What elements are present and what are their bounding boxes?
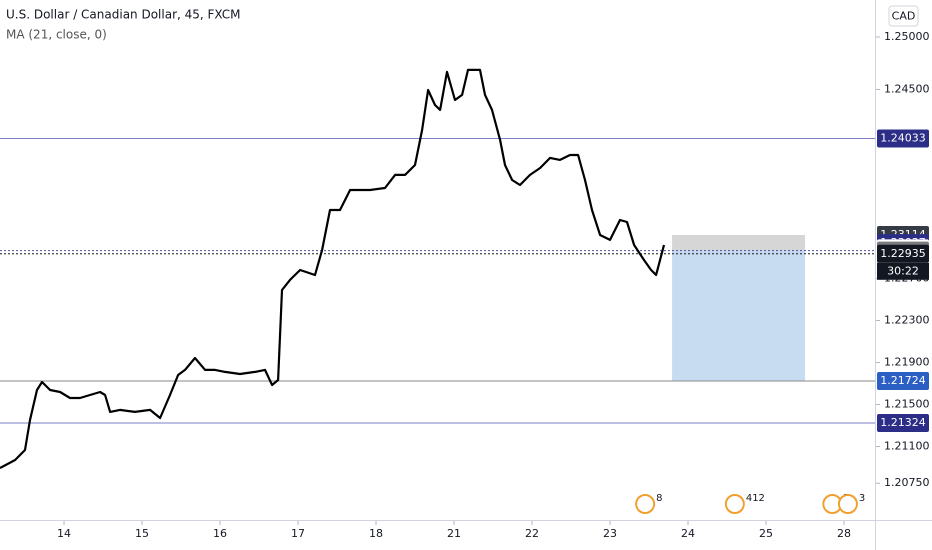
x-tick-label: 25 bbox=[759, 527, 773, 540]
x-tick-label: 22 bbox=[525, 527, 539, 540]
indicator-legend: MA (21, close, 0) bbox=[6, 28, 107, 42]
price-label: 1.22935 bbox=[880, 247, 926, 260]
price-label-box bbox=[877, 371, 929, 390]
y-tick-label: 1.21900 bbox=[884, 355, 930, 368]
y-tick-label: 1.22300 bbox=[884, 313, 930, 326]
event-count: 8 bbox=[656, 493, 662, 504]
x-tick-label: 28 bbox=[837, 527, 851, 540]
x-tick-label: 15 bbox=[135, 527, 149, 540]
price-label: 1.21324 bbox=[880, 416, 926, 429]
x-tick-label: 17 bbox=[291, 527, 305, 540]
y-tick-label: 1.21500 bbox=[884, 397, 930, 410]
price-label-box bbox=[877, 244, 929, 263]
event-count: 3 bbox=[859, 493, 865, 504]
countdown-box bbox=[877, 262, 929, 280]
x-tick-label: 21 bbox=[447, 527, 461, 540]
price-label: 1.21724 bbox=[880, 374, 926, 387]
price-label: 1.24033 bbox=[880, 132, 926, 145]
event-count: 412 bbox=[746, 493, 765, 504]
currency-label[interactable]: CAD bbox=[892, 10, 916, 23]
event-icon bbox=[837, 494, 858, 514]
y-tick-label: 1.21100 bbox=[884, 439, 930, 452]
x-tick-label: 14 bbox=[57, 527, 71, 540]
stop-zone bbox=[672, 235, 806, 251]
y-tick-label: 1.24500 bbox=[884, 82, 930, 95]
x-tick-label: 23 bbox=[603, 527, 617, 540]
y-tick-label: 1.25000 bbox=[884, 30, 930, 43]
x-tick-label: 18 bbox=[369, 527, 383, 540]
x-tick-label: 24 bbox=[681, 527, 695, 540]
x-tick-label: 16 bbox=[213, 527, 227, 540]
price-label-box bbox=[877, 413, 929, 432]
event-icon bbox=[635, 494, 656, 514]
price-label-box bbox=[877, 129, 929, 148]
price-line-series bbox=[0, 68, 666, 469]
target-zone bbox=[672, 250, 806, 381]
y-tick-label: 1.20750 bbox=[884, 476, 930, 489]
currency-box[interactable] bbox=[888, 5, 919, 27]
event-icon bbox=[724, 494, 745, 514]
countdown: 30:22 bbox=[887, 264, 919, 277]
chart-title: U.S. Dollar / Canadian Dollar, 45, FXCM bbox=[6, 8, 241, 22]
